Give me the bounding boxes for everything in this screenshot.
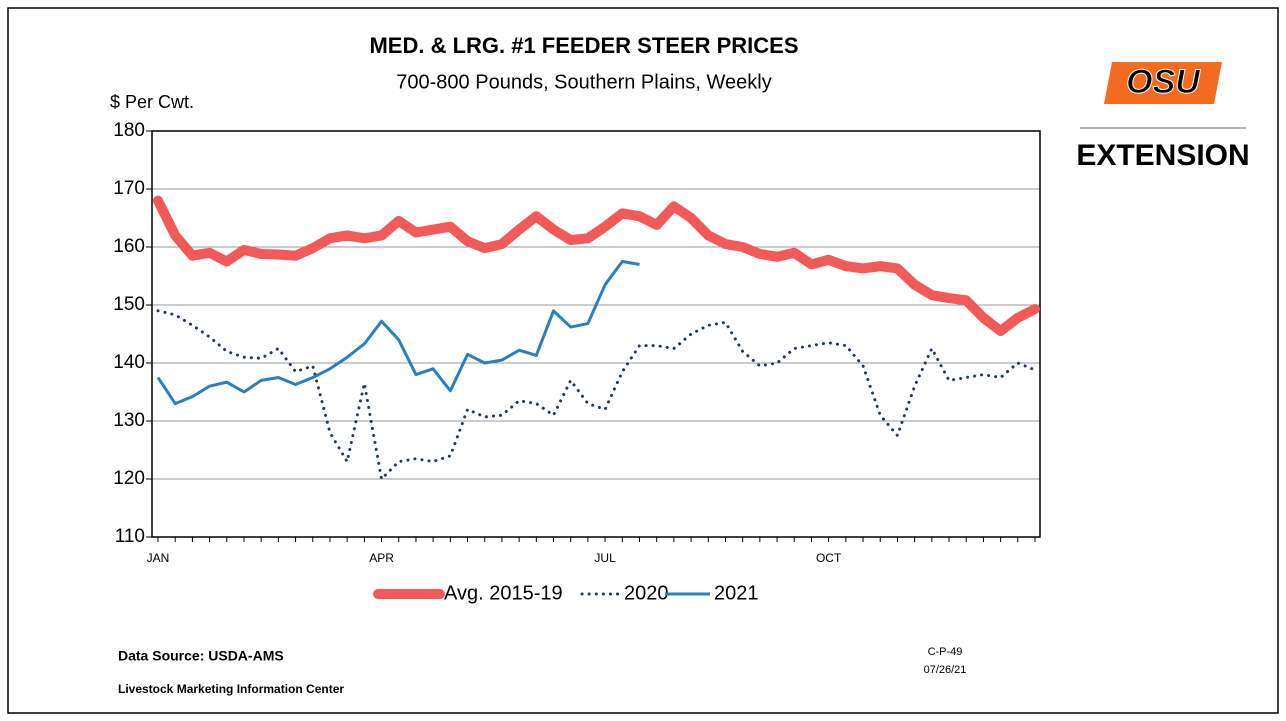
chart-title: MED. & LRG. #1 FEEDER STEER PRICES bbox=[369, 33, 798, 58]
y-tick-label: 140 bbox=[113, 352, 145, 373]
x-tick-label: JAN bbox=[147, 551, 170, 565]
y-tick-label: 130 bbox=[113, 410, 145, 431]
series-line bbox=[153, 195, 1040, 337]
y-tick-label: 120 bbox=[113, 468, 145, 489]
footer-code: C-P-49 bbox=[928, 646, 963, 658]
logo: OSU EXTENSION bbox=[1076, 62, 1250, 172]
y-tick-label: 170 bbox=[113, 178, 145, 199]
footer-source: Data Source: USDA-AMS bbox=[118, 648, 284, 664]
legend-item: 2021 bbox=[665, 582, 759, 604]
footer-center: Livestock Marketing Information Center bbox=[118, 682, 344, 696]
y-tick-label: 110 bbox=[115, 526, 145, 547]
x-tick-label: OCT bbox=[816, 551, 842, 565]
legend-item: Avg. 2015-19 bbox=[373, 582, 563, 604]
x-tick-label: JUL bbox=[594, 551, 616, 565]
series-line bbox=[156, 309, 1037, 483]
logo-mark: OSU bbox=[1126, 63, 1201, 101]
y-axis-label: $ Per Cwt. bbox=[110, 92, 194, 112]
chart-subtitle: 700-800 Pounds, Southern Plains, Weekly bbox=[396, 71, 771, 93]
x-tick-label: APR bbox=[369, 551, 394, 565]
footer-date: 07/26/21 bbox=[924, 664, 967, 676]
y-tick-label: 160 bbox=[113, 236, 145, 257]
series-line bbox=[156, 260, 640, 406]
y-tick-label: 180 bbox=[113, 120, 145, 141]
legend-label: Avg. 2015-19 bbox=[444, 582, 563, 604]
plot-area bbox=[152, 131, 1040, 537]
legend-label: 2021 bbox=[714, 582, 759, 604]
legend-item: 2020 bbox=[580, 582, 669, 604]
legend-label: 2020 bbox=[624, 582, 669, 604]
y-tick-label: 150 bbox=[113, 294, 145, 315]
logo-text: EXTENSION bbox=[1076, 139, 1249, 172]
logo-shape bbox=[1104, 62, 1222, 104]
plot-border bbox=[151, 130, 1041, 538]
